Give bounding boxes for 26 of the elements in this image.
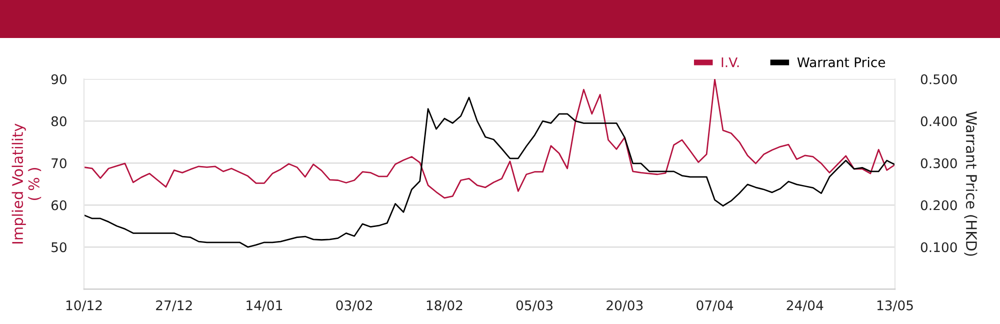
x-tick-label: 03/02: [336, 300, 372, 312]
legend-label: Warrant Price: [797, 57, 886, 68]
x-tick-label: 05/03: [516, 300, 553, 312]
legend-label: I.V.: [722, 57, 739, 68]
y2-tick-label: 0.400: [920, 116, 957, 126]
y-tick-label: 80: [51, 116, 66, 126]
x-tick-label: 27/12: [156, 300, 192, 312]
y-axis-title: Implied Volatility ( % ): [12, 124, 42, 244]
x-tick-label: 24/04: [786, 300, 824, 312]
y2-tick-label: 0.300: [920, 158, 957, 168]
x-tick-label: 13/05: [877, 300, 913, 312]
x-tick-label: 20/03: [606, 300, 643, 312]
line-series: [84, 79, 895, 199]
x-tick-label: 18/02: [426, 300, 462, 312]
y-tick-label: 70: [52, 158, 66, 168]
y-tick-label: 50: [52, 242, 66, 252]
x-tick-label: 14/01: [246, 300, 282, 312]
x-tick-label: 10/12: [66, 300, 102, 312]
y2-tick-label: 0.500: [920, 74, 957, 84]
line-series: [84, 96, 895, 248]
y-tick-label: 90: [51, 74, 66, 84]
y2-axis-title: Warrant Price (HKD): [964, 111, 978, 256]
y-tick-label: 60: [51, 200, 66, 210]
y2-tick-label: 0.200: [920, 200, 957, 210]
y2-tick-label: 0.100: [920, 242, 957, 252]
x-tick-label: 07/04: [696, 300, 734, 312]
